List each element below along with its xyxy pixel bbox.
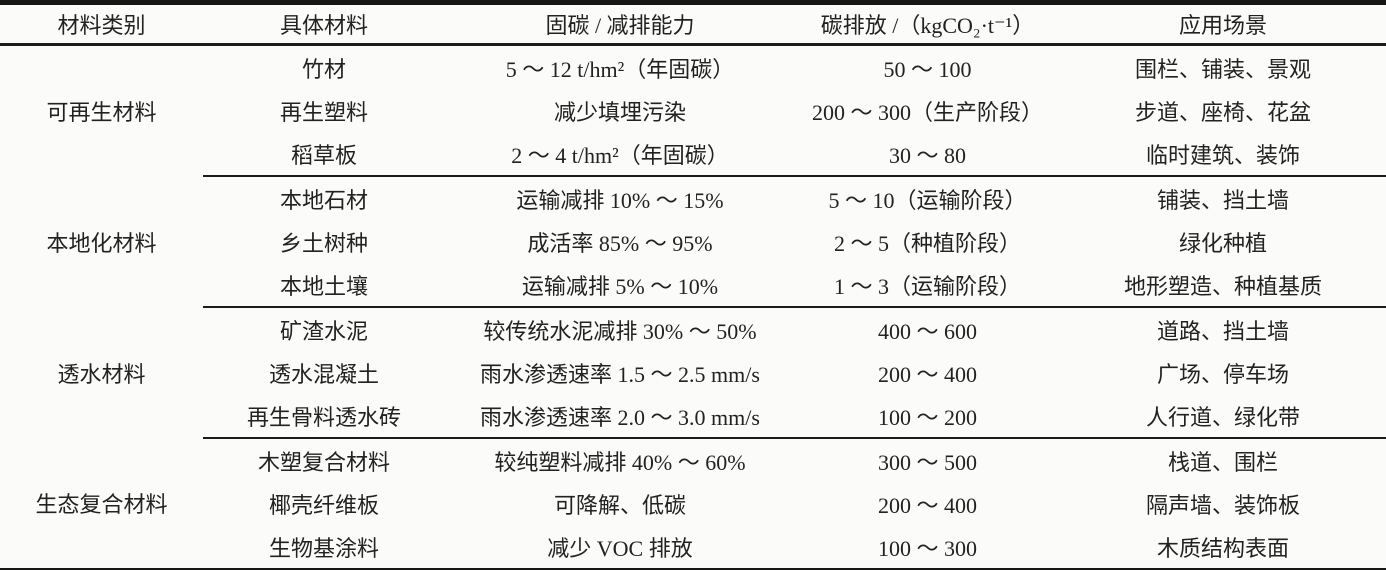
specific-material-cell: 透水混凝土 <box>268 361 379 387</box>
specific-material-cell: 本地石材 <box>203 175 445 220</box>
emission-cell: 400 ～ 600 <box>795 306 1060 351</box>
material-group-localized: 本地化材料 本地石材 运输减排 10% ～ 15% 5 ～ 10（运输阶段） 铺… <box>0 175 1386 307</box>
capability-cell: 运输减排 5% ～ 10% <box>521 273 719 299</box>
application-cell: 人行道、绿化带 <box>1145 404 1300 430</box>
emission-cell: 100 ～ 200 <box>877 404 977 430</box>
header-cell-specific-material: 具体材料 <box>203 2 445 46</box>
table-row: 透水材料 矿渣水泥 较传统水泥减排 30% ～ 50% 400 ～ 600 道路… <box>0 306 1386 387</box>
specific-material-cell: 稻草板 <box>290 142 357 168</box>
header-cell-application-scene: 应用场景 <box>1060 2 1386 46</box>
capability-cell: 减少填埋污染 <box>553 99 686 125</box>
emission-cell: 5 ～ 10（运输阶段） <box>795 175 1060 220</box>
table-row: 再生塑料 减少填埋污染 200 ～ 300（生产阶段） 步道、座椅、花盆 <box>0 89 1386 132</box>
table-row: 本地化材料 本地石材 运输减排 10% ～ 15% 5 ～ 10（运输阶段） 铺… <box>0 175 1386 256</box>
capability-cell: 雨水渗透速率 2.0 ～ 3.0 mm/s <box>480 404 760 430</box>
category-cell: 本地化材料 <box>46 230 157 256</box>
application-cell: 隔声墙、装饰板 <box>1145 492 1300 518</box>
emission-cell: 200 ～ 300（生产阶段） <box>811 99 1043 125</box>
emission-cell: 2 ～ 5（种植阶段） <box>833 230 1021 256</box>
capability-cell: 雨水渗透速率 1.5 ～ 2.5 mm/s <box>480 361 760 387</box>
emission-cell: 100 ～ 300 <box>877 535 977 561</box>
capability-cell: 较传统水泥减排 30% ～ 50% <box>445 306 795 351</box>
category-cell: 可再生材料 <box>46 100 157 125</box>
application-cell: 铺装、挡土墙 <box>1060 175 1386 220</box>
material-group-eco-composite: 生态复合材料 木塑复合材料 较纯塑料减排 40% ～ 60% 300 ～ 500… <box>0 437 1386 570</box>
emission-cell: 50 ～ 100 <box>795 43 1060 89</box>
emission-cell: 300 ～ 500 <box>795 437 1060 482</box>
header-row: 材料类别 具体材料 固碳 / 减排能力 碳排放 /（kgCO₂·t⁻¹） 应用场… <box>0 2 1386 46</box>
application-cell: 绿化种植 <box>1178 230 1267 256</box>
header-cell-carbon-emission: 碳排放 /（kgCO₂·t⁻¹） <box>795 2 1060 46</box>
category-cell: 生态复合材料 <box>35 492 168 517</box>
table-row: 生物基涂料 减少 VOC 排放 100 ～ 300 木质结构表面 <box>0 525 1386 570</box>
material-group-renewable: 可再生材料 竹材 5 ～ 12 t/hm²（年固碳） 50 ～ 100 围栏、铺… <box>0 43 1386 177</box>
specific-material-cell: 木塑复合材料 <box>203 437 445 482</box>
specific-material-cell: 本地土壤 <box>279 273 368 299</box>
table-row: 椰壳纤维板 可降解、低碳 200 ～ 400 隔声墙、装饰板 <box>0 482 1386 525</box>
capability-cell: 5 ～ 12 t/hm²（年固碳） <box>445 43 795 89</box>
capability-cell: 较纯塑料减排 40% ～ 60% <box>445 437 795 482</box>
table-row: 乡土树种 成活率 85% ～ 95% 2 ～ 5（种植阶段） 绿化种植 <box>0 220 1386 263</box>
specific-material-cell: 再生骨料透水砖 <box>246 404 401 430</box>
capability-cell: 成活率 85% ～ 95% <box>527 230 713 256</box>
emission-cell: 30 ～ 80 <box>888 142 966 168</box>
material-group-permeable: 透水材料 矿渣水泥 较传统水泥减排 30% ～ 50% 400 ～ 600 道路… <box>0 306 1386 438</box>
application-cell: 临时建筑、装饰 <box>1145 142 1300 168</box>
table-header: 材料类别 具体材料 固碳 / 减排能力 碳排放 /（kgCO₂·t⁻¹） 应用场… <box>0 2 1386 46</box>
emission-cell: 200 ～ 400 <box>877 361 977 387</box>
header-cell-material-category: 材料类别 <box>0 2 203 46</box>
specific-material-cell: 矿渣水泥 <box>203 306 445 351</box>
specific-material-cell: 再生塑料 <box>279 99 368 125</box>
header-cell-carbon-capability: 固碳 / 减排能力 <box>445 2 795 46</box>
capability-cell: 减少 VOC 排放 <box>547 535 693 561</box>
application-cell: 道路、挡土墙 <box>1060 306 1386 351</box>
capability-cell: 运输减排 10% ～ 15% <box>445 175 795 220</box>
table-row: 再生骨料透水砖 雨水渗透速率 2.0 ～ 3.0 mm/s 100 ～ 200 … <box>0 394 1386 438</box>
emission-cell: 200 ～ 400 <box>877 492 977 518</box>
specific-material-cell: 竹材 <box>203 43 445 89</box>
specific-material-cell: 椰壳纤维板 <box>268 492 379 518</box>
table-row: 可再生材料 竹材 5 ～ 12 t/hm²（年固碳） 50 ～ 100 围栏、铺… <box>0 43 1386 125</box>
table-row: 本地土壤 运输减排 5% ～ 10% 1 ～ 3（运输阶段） 地形塑造、种植基质 <box>0 263 1386 307</box>
category-cell: 透水材料 <box>57 361 146 387</box>
specific-material-cell: 乡土树种 <box>279 230 368 256</box>
specific-material-cell: 生物基涂料 <box>268 535 379 561</box>
emission-cell: 1 ～ 3（运输阶段） <box>833 273 1021 299</box>
application-cell: 广场、停车场 <box>1156 361 1289 387</box>
capability-cell: 2 ～ 4 t/hm²（年固碳） <box>511 142 729 168</box>
table-row: 透水混凝土 雨水渗透速率 1.5 ～ 2.5 mm/s 200 ～ 400 广场… <box>0 351 1386 394</box>
application-cell: 步道、座椅、花盆 <box>1134 99 1311 125</box>
application-cell: 围栏、铺装、景观 <box>1060 43 1386 89</box>
application-cell: 栈道、围栏 <box>1060 437 1386 482</box>
table-row: 稻草板 2 ～ 4 t/hm²（年固碳） 30 ～ 80 临时建筑、装饰 <box>0 132 1386 176</box>
table-row: 生态复合材料 木塑复合材料 较纯塑料减排 40% ～ 60% 300 ～ 500… <box>0 437 1386 517</box>
application-cell: 木质结构表面 <box>1156 535 1289 561</box>
application-cell: 地形塑造、种植基质 <box>1123 273 1322 299</box>
capability-cell: 可降解、低碳 <box>553 492 686 518</box>
